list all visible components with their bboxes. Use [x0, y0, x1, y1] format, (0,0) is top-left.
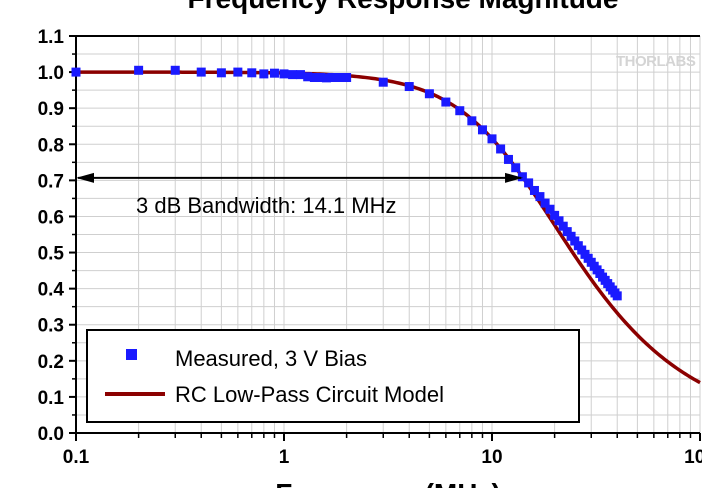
measured-point — [279, 69, 289, 79]
measured-point — [404, 82, 414, 92]
y-tick-label: 0.4 — [38, 280, 65, 301]
measured-point — [327, 73, 337, 83]
measured-point — [566, 231, 576, 241]
measured-point — [316, 73, 326, 83]
x-tick-label: 100 — [684, 447, 702, 468]
arrow-right-head-icon — [505, 172, 524, 183]
measured-point — [503, 154, 513, 164]
y-tick-label: 1.0 — [38, 63, 64, 84]
y-tick-label: 1.1 — [38, 27, 65, 48]
plot-area: 3 dB Bandwidth: 14.1 MHz — [71, 65, 701, 385]
legend-label-model: RC Low-Pass Circuit Model — [175, 382, 444, 407]
measured-point — [441, 97, 451, 107]
measured-point — [570, 236, 580, 246]
measured-point — [342, 73, 352, 83]
measured-point — [196, 67, 206, 77]
y-tick-label: 0.3 — [38, 316, 64, 337]
measured-point — [540, 198, 550, 208]
y-tick-label: 0.7 — [38, 171, 64, 192]
measured-point — [424, 89, 434, 99]
measured-point — [134, 65, 144, 75]
x-tick-label: 1 — [279, 447, 290, 468]
measured-point — [378, 77, 388, 87]
chart-title: Frequency Response Magnitude — [188, 0, 619, 14]
measured-point — [288, 70, 298, 80]
measured-point — [309, 73, 319, 83]
measured-point — [247, 68, 257, 78]
measured-point — [529, 185, 539, 195]
thorlabs-watermark: THORLABS — [616, 53, 696, 70]
measured-point — [477, 125, 487, 135]
y-tick-label: 0.9 — [38, 99, 64, 120]
measured-point — [554, 216, 564, 226]
measured-point — [562, 227, 572, 237]
model-curve-line — [76, 70, 701, 385]
x-axis-title: Frequency (MHz) — [275, 478, 501, 488]
measured-point — [321, 73, 331, 83]
legend-marker-icon — [126, 349, 137, 360]
measured-point — [511, 163, 521, 173]
measured-point — [259, 69, 269, 79]
measured-point — [550, 210, 560, 220]
measured-point — [496, 144, 506, 154]
measured-point — [558, 221, 568, 231]
measured-point — [517, 172, 527, 182]
y-tick-label: 0.8 — [38, 135, 64, 156]
y-tick-label: 0.6 — [38, 207, 64, 228]
measured-point — [216, 68, 226, 78]
measured-point — [487, 134, 497, 144]
measured-point — [233, 67, 243, 77]
y-tick-label: 0.5 — [38, 244, 65, 265]
legend: Measured, 3 V Bias RC Low-Pass Circuit M… — [86, 329, 580, 423]
measured-point — [170, 65, 180, 75]
axes: 0.00.10.20.30.40.50.60.70.80.91.01.10.1 1… — [38, 27, 702, 468]
measured-point — [332, 73, 342, 83]
bandwidth-annotation: 3 dB Bandwidth: 14.1 MHz — [136, 193, 396, 218]
x-tick-label: 0.1 — [63, 447, 90, 468]
measured-point — [545, 204, 555, 214]
measured-point — [303, 72, 313, 82]
legend-box — [86, 329, 580, 423]
x-tick-label: 10 — [481, 447, 502, 468]
y-tick-label: 0.0 — [38, 424, 64, 445]
measured-point — [535, 192, 545, 202]
measured-point — [612, 291, 622, 301]
measured-point — [467, 116, 477, 126]
y-tick-label: 0.1 — [38, 388, 65, 409]
measured-point — [269, 68, 279, 78]
y-tick-label: 0.2 — [38, 352, 64, 373]
measured-point — [524, 178, 534, 188]
measured-point — [71, 67, 81, 77]
legend-label-measured: Measured, 3 V Bias — [175, 346, 367, 371]
measured-point — [295, 70, 305, 80]
measured-point — [455, 106, 465, 116]
arrow-left-head-icon — [76, 172, 94, 183]
measured-point — [337, 73, 347, 83]
